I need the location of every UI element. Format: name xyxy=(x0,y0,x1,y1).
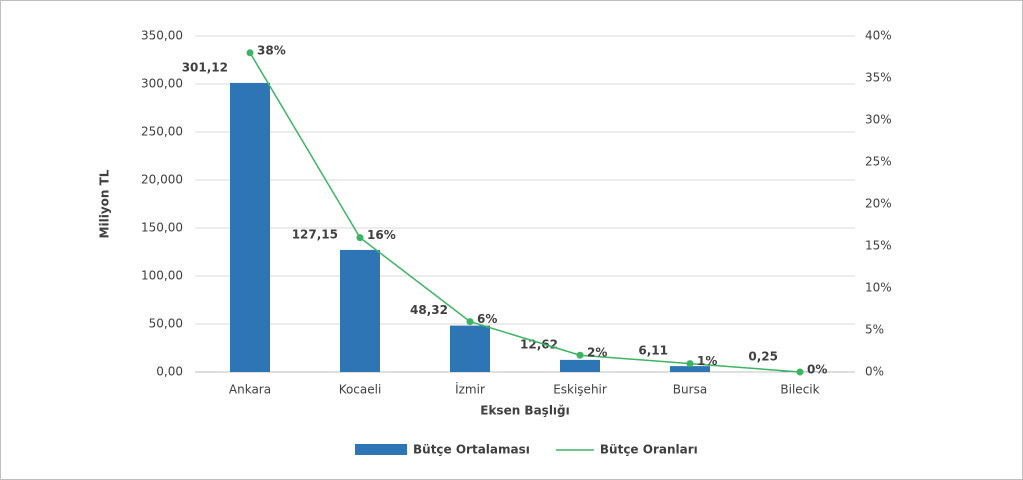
y-axis-title: Miliyon TL xyxy=(98,169,112,238)
bar-value-label: 6,11 xyxy=(638,344,668,358)
y2-tick-label: 25% xyxy=(865,155,892,169)
y-tick-label: 300,00 xyxy=(141,77,183,91)
line-point xyxy=(466,318,474,326)
y-tick-label: 20,000 xyxy=(141,173,183,187)
line-value-label: 6% xyxy=(477,312,497,326)
bar xyxy=(670,366,710,372)
line-value-label: 0% xyxy=(807,363,827,377)
legend-label: Bütçe Ortalaması xyxy=(413,443,530,457)
bar-value-label: 301,12 xyxy=(182,60,228,74)
x-axis-title: Eksen Başlığı xyxy=(480,404,570,418)
x-tick-label: Kocaeli xyxy=(339,383,382,397)
x-tick-label: İzmir xyxy=(455,382,485,397)
bar-value-label: 127,15 xyxy=(292,227,338,241)
y-tick-label: 250,00 xyxy=(141,125,183,139)
x-tick-label: Bursa xyxy=(673,383,707,397)
line-value-label: 16% xyxy=(367,228,396,242)
bar xyxy=(450,325,490,372)
y2-tick-label: 10% xyxy=(865,281,892,295)
legend-swatch xyxy=(355,444,407,455)
y2-tick-label: 30% xyxy=(865,113,892,127)
y-tick-label: 350,00 xyxy=(141,29,183,43)
bar xyxy=(560,359,600,372)
y-tick-label: 150,00 xyxy=(141,221,183,235)
line-value-label: 1% xyxy=(697,354,717,368)
y-tick-label: 50,00 xyxy=(149,317,183,331)
x-tick-label: Eskişehir xyxy=(553,383,607,397)
y2-tick-label: 35% xyxy=(865,71,892,85)
y-tick-label: 0,00 xyxy=(156,365,183,379)
line-point xyxy=(246,49,254,57)
x-tick-label: Ankara xyxy=(229,383,271,397)
y2-tick-label: 15% xyxy=(865,239,892,253)
bar xyxy=(340,249,380,372)
bar-value-label: 48,32 xyxy=(410,303,448,317)
line-point xyxy=(356,234,364,242)
y2-tick-label: 20% xyxy=(865,197,892,211)
y-tick-label: 100,00 xyxy=(141,269,183,283)
x-tick-label: Bilecik xyxy=(780,383,819,397)
line-point xyxy=(576,351,584,359)
y2-tick-label: 40% xyxy=(865,29,892,43)
line-value-label: 38% xyxy=(257,43,286,57)
legend-label: Bütçe Oranları xyxy=(600,443,698,457)
y2-tick-label: 5% xyxy=(865,323,884,337)
bar xyxy=(230,82,270,372)
line-point xyxy=(686,360,694,368)
bar-value-label: 12,62 xyxy=(520,337,558,351)
line xyxy=(249,52,801,373)
line-point xyxy=(796,368,804,376)
bar-value-label: 0,25 xyxy=(748,349,778,363)
y2-tick-label: 0% xyxy=(865,365,884,379)
line-value-label: 2% xyxy=(587,346,607,360)
